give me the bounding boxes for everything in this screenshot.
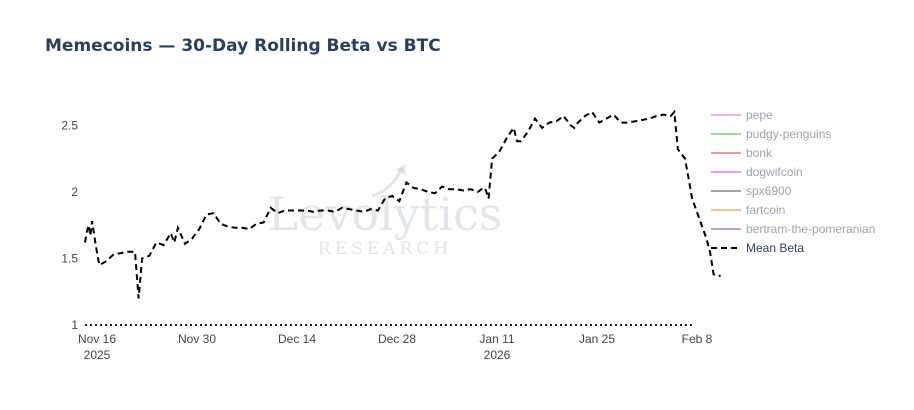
y-tick-label: 1.5 [61,251,78,265]
legend-item[interactable]: dogwifcoin [711,165,803,179]
y-axis-ticks: 1 1.5 2 2.5 [61,118,78,332]
legend-label: bertram-the-pomeranian [746,222,875,236]
x-tick-label: Jan 25 [579,332,615,346]
legend[interactable]: pepe pudgy-penguins bonk dogwifcoin spx6900 f… [711,108,875,255]
legend-label: bonk [746,146,773,160]
x-tick-label: Dec 28 [378,332,416,346]
x-tick-label: Nov 30 [178,332,216,346]
legend-item[interactable]: pudgy-penguins [711,127,831,141]
x-tick-year-label: 2026 [484,348,511,362]
y-tick-label: 2 [71,185,78,199]
y-tick-label: 1 [71,318,78,332]
legend-item[interactable]: bonk [711,146,773,160]
x-tick-label: Feb 8 [682,332,713,346]
y-tick-label: 2.5 [61,118,78,132]
legend-item[interactable]: Mean Beta [711,241,804,255]
x-axis-ticks: Nov 16 2025 Nov 30 Dec 14 Dec 28 Jan 11 2026 Ja… [78,332,713,362]
legend-label: spx6900 [746,184,792,198]
x-tick-label: Dec 14 [278,332,316,346]
legend-label: Mean Beta [746,241,804,255]
legend-item[interactable]: fartcoin [711,203,785,217]
plot-lines [84,109,721,299]
legend-label: fartcoin [746,203,785,217]
watermark-arrowhead-icon [396,164,406,175]
legend-label: dogwifcoin [746,165,803,179]
x-tick-label: Jan 11 [479,332,514,346]
x-tick-year-label: 2025 [84,348,111,362]
legend-label: pudgy-penguins [746,127,831,141]
chart-title: Memecoins — 30-Day Rolling Beta vs BTC [45,36,441,56]
legend-item[interactable]: bertram-the-pomeranian [711,222,875,236]
legend-label: pepe [746,108,773,122]
legend-item[interactable]: pepe [711,108,773,122]
series-line-mean-beta [84,109,721,299]
watermark-logo: Levolytics RESEARCH [268,164,503,259]
watermark-main-text: Levolytics [268,187,503,241]
watermark-sub-text: RESEARCH [318,239,452,259]
x-tick-label: Nov 16 [78,332,116,346]
legend-item[interactable]: spx6900 [711,184,792,198]
